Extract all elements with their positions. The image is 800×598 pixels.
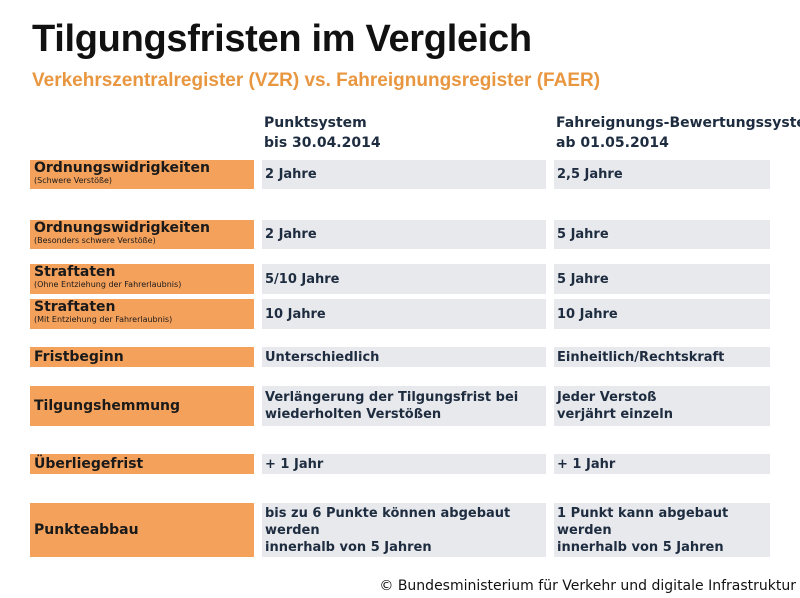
cell-text: 10 Jahre (557, 306, 618, 322)
row-label-ordnungswidrigkeiten-schwer: Ordnungswidrigkeiten (Schwere Verstöße) (30, 160, 254, 189)
cell-text: 1 Punkt kann abgebaut werden (557, 505, 729, 538)
row-label-tilgungshemmung: Tilgungshemmung (30, 386, 254, 426)
table-cell: 5 Jahre (554, 264, 770, 294)
table-cell: 10 Jahre (262, 299, 546, 329)
table-cell: 2 Jahre (262, 160, 546, 189)
cell-text: bis zu 6 Punkte können abgebaut werden (265, 505, 511, 538)
cell-text: Einheitlich/Rechtskraft (557, 349, 725, 365)
row-label-straftaten-mit: Straftaten (Mit Entziehung der Fahrerlau… (30, 299, 254, 329)
row-label-subtext: (Schwere Verstöße) (34, 176, 113, 185)
column-header-line: ab 01.05.2014 (556, 135, 669, 151)
row-label-text: Punkteabbau (34, 522, 139, 538)
cell-text: + 1 Jahr (557, 456, 616, 472)
row-label-subtext: (Mit Entziehung der Fahrerlaubnis) (34, 315, 173, 324)
column-header-line: Fahreignungs-Bewertungssystem (556, 115, 800, 131)
cell-text: 5/10 Jahre (265, 271, 340, 287)
page-title: Tilgungsfristen im Vergleich (32, 18, 532, 60)
cell-text: Unterschiedlich (265, 349, 380, 365)
cell-text: Verlängerung der Tilgungsfrist bei (265, 390, 519, 405)
table-cell: 2,5 Jahre (554, 160, 770, 189)
row-label-text: Ordnungswidrigkeiten (34, 220, 210, 236)
column-header-line: bis 30.04.2014 (264, 135, 381, 151)
table-cell: + 1 Jahr (554, 454, 770, 474)
row-label-text: Tilgungshemmung (34, 398, 181, 414)
row-label-subtext: (Besonders schwere Verstöße) (34, 236, 156, 245)
cell-text: 2 Jahre (265, 227, 317, 242)
copyright-footer: © Bundesministerium für Verkehr und digi… (379, 578, 796, 594)
cell-text: innerhalb von 5 Jahren (557, 539, 724, 555)
row-label-fristbeginn: Fristbeginn (30, 347, 254, 367)
column-header-punktsystem: Punktsystem bis 30.04.2014 (264, 113, 381, 153)
row-label-text: Fristbeginn (34, 349, 124, 365)
row-label-text: Straftaten (34, 264, 116, 280)
cell-text: wiederholten Verstößen (265, 407, 442, 422)
table-cell: Jeder Verstoß verjährt einzeln (554, 386, 770, 426)
row-label-text: Überliegefrist (34, 456, 144, 472)
cell-text: 10 Jahre (265, 306, 326, 322)
table-cell: Einheitlich/Rechtskraft (554, 347, 770, 367)
cell-text: + 1 Jahr (265, 456, 324, 472)
table-cell: 10 Jahre (554, 299, 770, 329)
table-cell: 2 Jahre (262, 220, 546, 249)
row-label-ordnungswidrigkeiten-besonders: Ordnungswidrigkeiten (Besonders schwere … (30, 220, 254, 249)
column-header-line: Punktsystem (264, 115, 367, 131)
row-label-punkteabbau: Punkteabbau (30, 503, 254, 557)
row-label-ueberliegefrist: Überliegefrist (30, 454, 254, 474)
row-label-subtext: (Ohne Entziehung der Fahrerlaubnis) (34, 280, 182, 289)
table-cell: + 1 Jahr (262, 454, 546, 474)
row-label-text: Straftaten (34, 299, 116, 315)
column-header-fahreignung: Fahreignungs-Bewertungssystem ab 01.05.2… (556, 113, 800, 153)
cell-text: innerhalb von 5 Jahren (265, 539, 432, 555)
cell-text: 5 Jahre (557, 227, 609, 242)
page-subtitle: Verkehrszentralregister (VZR) vs. Fahrei… (32, 70, 601, 91)
cell-text: Jeder Verstoß (557, 390, 657, 405)
table-cell: Unterschiedlich (262, 347, 546, 367)
row-label-straftaten-ohne: Straftaten (Ohne Entziehung der Fahrerla… (30, 264, 254, 294)
table-cell: 5 Jahre (554, 220, 770, 249)
row-label-text: Ordnungswidrigkeiten (34, 160, 210, 176)
cell-text: 2 Jahre (265, 167, 317, 182)
cell-text: verjährt einzeln (557, 407, 673, 422)
table-cell: Verlängerung der Tilgungsfrist bei wiede… (262, 386, 546, 426)
table-cell: 1 Punkt kann abgebaut werden innerhalb v… (554, 503, 770, 557)
infographic-panel: Tilgungsfristen im Vergleich Verkehrszen… (30, 18, 800, 557)
table-cell: bis zu 6 Punkte können abgebaut werden i… (262, 503, 546, 557)
table-cell: 5/10 Jahre (262, 264, 546, 294)
cell-text: 2,5 Jahre (557, 167, 623, 182)
cell-text: 5 Jahre (557, 271, 609, 287)
